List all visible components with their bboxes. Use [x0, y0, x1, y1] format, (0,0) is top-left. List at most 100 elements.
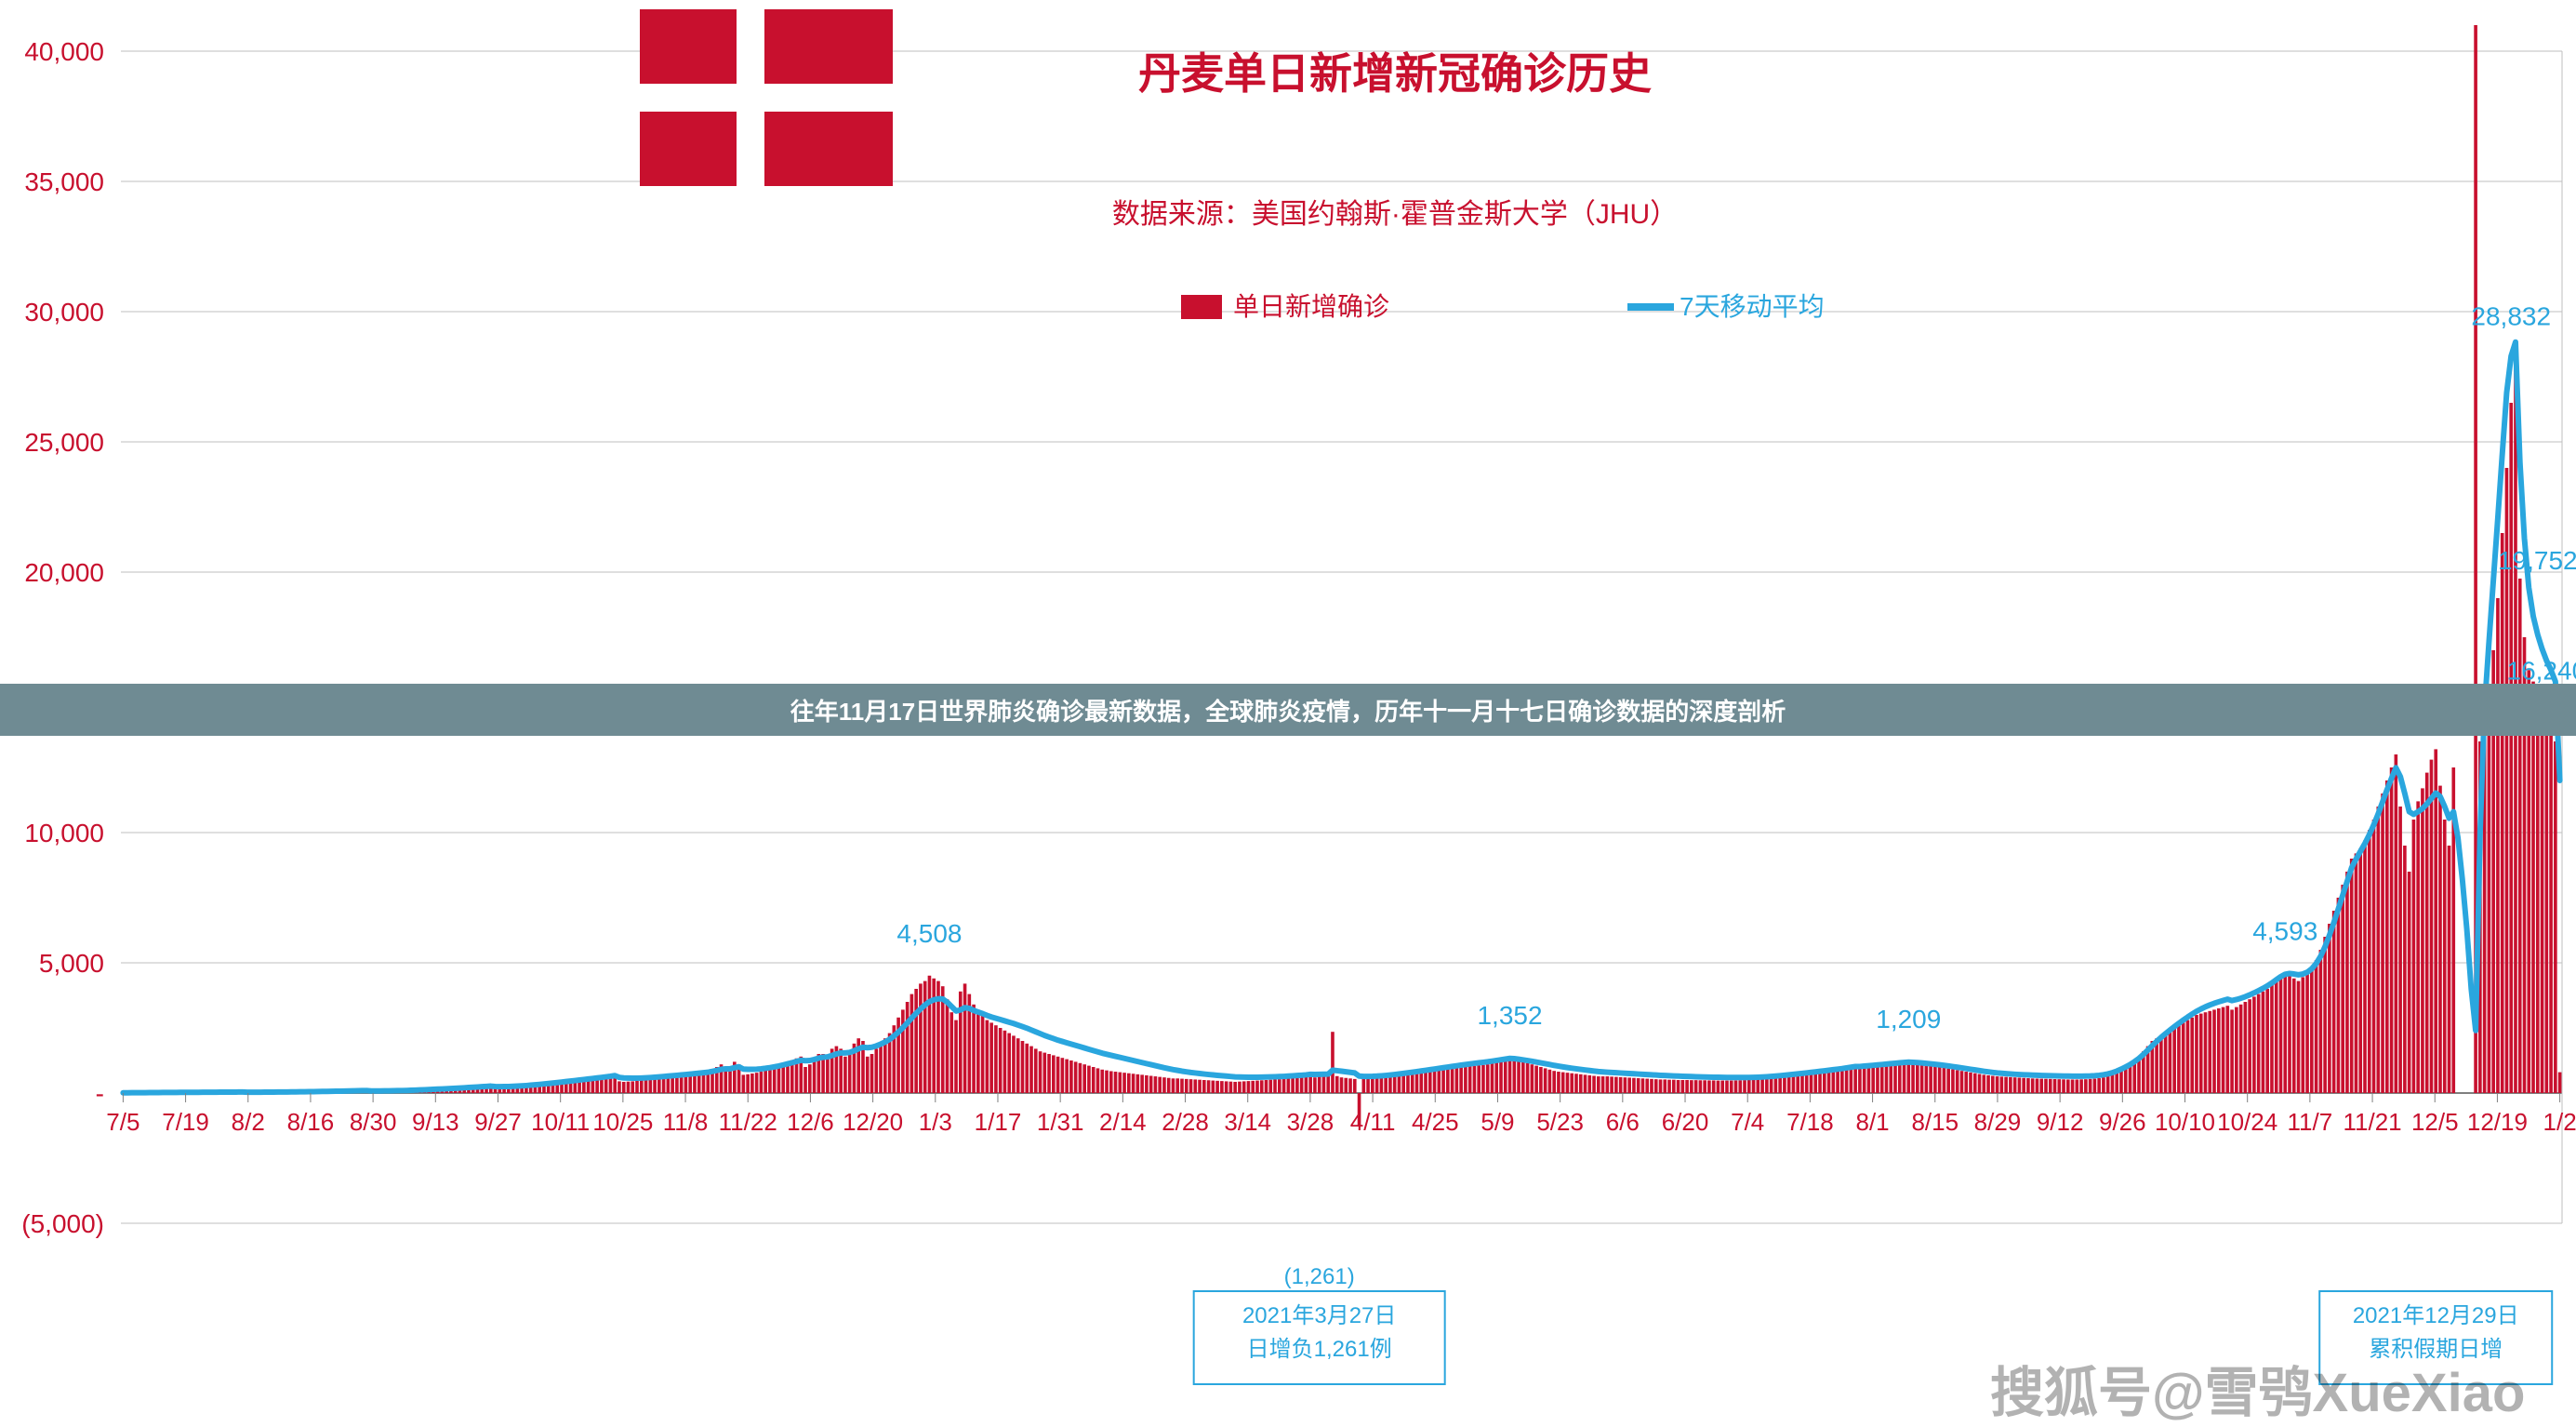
y-tick-label: 25,000: [24, 428, 104, 457]
bar: [746, 1074, 750, 1093]
bar: [1548, 1070, 1552, 1093]
bar: [1903, 1061, 1906, 1093]
bar: [1650, 1079, 1653, 1093]
bar: [2376, 807, 2380, 1093]
bar: [2541, 702, 2544, 1093]
bar: [1384, 1076, 1388, 1093]
bar: [2199, 1014, 2203, 1093]
bar: [648, 1079, 652, 1093]
bar: [1428, 1071, 1432, 1093]
bar: [1233, 1082, 1237, 1093]
bar: [2368, 830, 2371, 1093]
bar: [1494, 1061, 1498, 1093]
bar: [1459, 1068, 1463, 1093]
bar: [1738, 1080, 1742, 1093]
x-tick-label: 12/5: [2411, 1108, 2459, 1136]
bar: [2212, 1009, 2216, 1093]
bar: [1601, 1076, 1605, 1093]
x-tick-label: 1/2: [2543, 1108, 2576, 1136]
y-tick-label: 20,000: [24, 558, 104, 587]
bar: [1012, 1035, 1016, 1093]
bar: [1677, 1080, 1680, 1093]
callout-line: 日增负1,261例: [1247, 1337, 1392, 1362]
bar: [1158, 1077, 1162, 1093]
bar: [2190, 1018, 2194, 1093]
bar: [1335, 1076, 1339, 1093]
bar: [1592, 1076, 1596, 1093]
bar: [675, 1076, 679, 1093]
bar: [1486, 1064, 1490, 1093]
bar: [742, 1074, 746, 1093]
x-tick-label: 8/30: [350, 1108, 397, 1136]
bar: [1353, 1079, 1357, 1093]
bar: [879, 1044, 883, 1093]
x-tick-label: 1/3: [919, 1108, 952, 1136]
bar: [2381, 794, 2384, 1093]
bar: [706, 1073, 710, 1093]
bar: [671, 1077, 674, 1093]
bar: [1978, 1074, 1982, 1093]
bar: [702, 1074, 706, 1093]
bar: [1455, 1068, 1459, 1093]
chart-title: 丹麦单日新增新冠确诊历史: [1138, 49, 1652, 98]
bar: [1136, 1074, 1140, 1093]
bar: [1268, 1080, 1272, 1093]
bar: [1069, 1060, 1073, 1093]
bar: [1725, 1081, 1729, 1093]
bar: [1477, 1065, 1481, 1093]
bar: [2531, 682, 2535, 1093]
bar: [932, 979, 936, 1093]
bar: [976, 1009, 980, 1093]
bar: [2018, 1077, 2022, 1093]
bar: [1366, 1078, 1370, 1093]
bar: [1441, 1070, 1445, 1093]
y-tick-label: (5,000): [21, 1209, 104, 1238]
bar: [2501, 533, 2504, 1093]
bar: [1867, 1066, 1871, 1093]
bar: [1109, 1071, 1113, 1093]
bar: [1539, 1067, 1543, 1093]
bar: [1614, 1077, 1618, 1093]
bar: [1411, 1074, 1414, 1093]
bar: [1597, 1076, 1600, 1093]
bar: [631, 1081, 634, 1093]
x-tick-label: 7/19: [162, 1108, 209, 1136]
bar: [2093, 1079, 2097, 1093]
bar: [1348, 1078, 1352, 1093]
bar: [972, 1005, 976, 1093]
bar: [1667, 1080, 1671, 1093]
bar: [2385, 780, 2389, 1093]
bar: [2554, 741, 2557, 1093]
bar: [866, 1057, 870, 1093]
x-tick-label: 9/13: [412, 1108, 459, 1136]
bar: [2119, 1070, 2123, 1093]
bar: [2350, 859, 2354, 1093]
bar: [2305, 973, 2309, 1093]
bar: [1734, 1080, 1738, 1093]
bar: [2004, 1077, 2008, 1093]
bar: [1681, 1080, 1685, 1093]
bar: [848, 1051, 852, 1093]
bar: [2558, 1073, 2562, 1093]
bar: [1823, 1072, 1826, 1093]
bar: [728, 1070, 732, 1093]
bar: [2239, 1005, 2243, 1093]
bar: [1167, 1078, 1171, 1093]
bar: [2403, 846, 2407, 1093]
chart-subtitle: 数据来源：美国约翰斯·霍普金斯大学（JHU）: [1112, 199, 1678, 230]
bar: [1056, 1057, 1060, 1093]
bar: [954, 1020, 958, 1093]
bar: [2257, 994, 2261, 1093]
bar: [2345, 872, 2349, 1093]
bar: [2341, 885, 2344, 1093]
bar: [919, 983, 923, 1093]
bar: [2536, 689, 2540, 1093]
bar: [1207, 1080, 1211, 1093]
bar: [1291, 1078, 1295, 1093]
bar: [1061, 1058, 1065, 1093]
bar: [803, 1067, 807, 1093]
bar: [1273, 1079, 1277, 1093]
bar: [617, 1081, 621, 1093]
bar: [2000, 1076, 2004, 1093]
bar: [1889, 1063, 1892, 1093]
